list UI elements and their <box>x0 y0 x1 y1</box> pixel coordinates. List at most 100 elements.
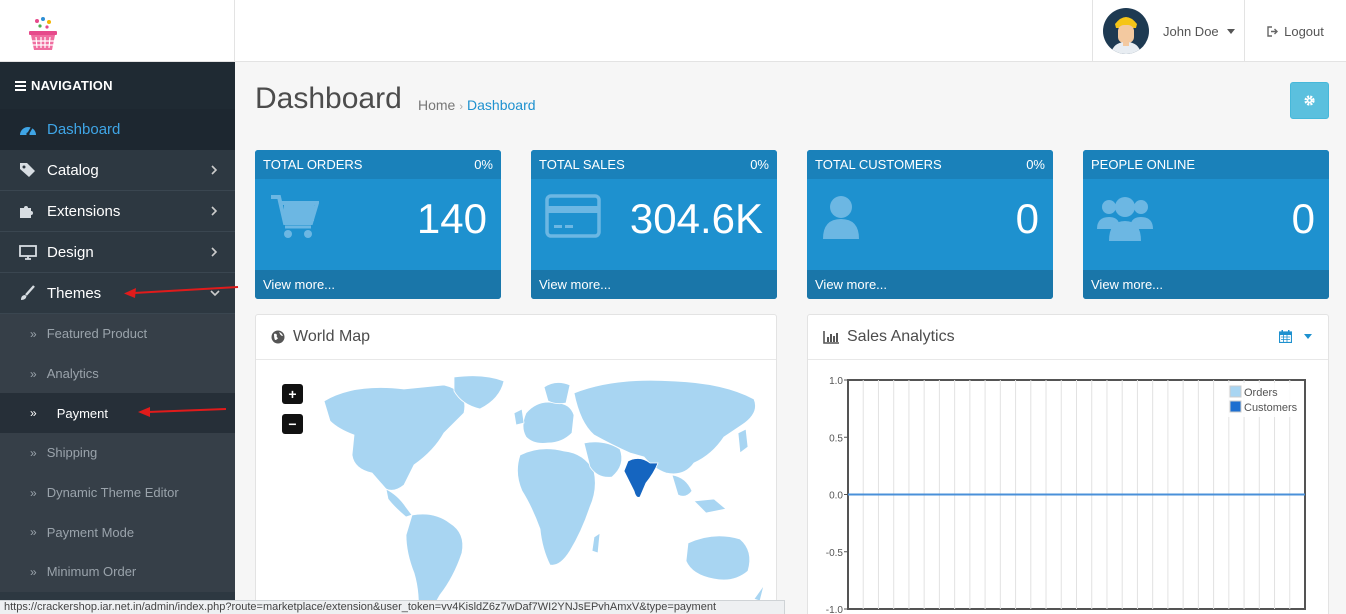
world-map-header: World Map <box>256 315 776 360</box>
sidebar-subitem-payment-mode[interactable]: » Payment Mode <box>0 512 235 552</box>
annotation-arrow-themes <box>124 286 239 298</box>
brush-icon <box>19 285 39 301</box>
chart-legend-swatch <box>1229 400 1242 413</box>
chart-y-tick-label: -0.5 <box>826 548 844 559</box>
tile-percent: 0% <box>474 157 493 172</box>
tile-total-orders: TOTAL ORDERS 0% 140 View more... <box>255 150 501 299</box>
tile-people-online: PEOPLE ONLINE 0 View more... <box>1083 150 1329 299</box>
credit-card-icon <box>545 194 601 238</box>
breadcrumb-current-link[interactable]: Dashboard <box>467 97 536 113</box>
annotation-arrow-payment <box>138 407 227 417</box>
calendar-icon <box>1279 330 1292 343</box>
sidebar-subitem-label: Analytics <box>46 366 99 382</box>
menu-bars-icon <box>15 80 26 91</box>
sidebar-subitem-analytics[interactable]: » Analytics <box>0 354 235 394</box>
double-chevron-icon: » <box>30 326 37 341</box>
double-chevron-icon: » <box>30 406 37 421</box>
double-chevron-icon: » <box>30 564 37 579</box>
settings-button[interactable] <box>1290 82 1329 119</box>
navigation-heading: NAVIGATION <box>0 62 235 109</box>
double-chevron-icon: » <box>30 525 37 540</box>
sidebar-item-label: Extensions <box>47 202 121 220</box>
user-menu[interactable]: John Doe <box>1092 0 1245 62</box>
logo[interactable] <box>0 0 235 62</box>
tile-title: PEOPLE ONLINE <box>1091 157 1196 172</box>
tile-value: 0 <box>1291 195 1315 242</box>
monitor-icon <box>19 244 39 260</box>
tile-title: TOTAL SALES <box>539 157 625 172</box>
tile-value: 0 <box>1015 195 1039 242</box>
tile-title: TOTAL ORDERS <box>263 157 363 172</box>
bar-chart-icon <box>823 330 839 344</box>
main-content: Dashboard Home › Dashboard TOTAL ORDERS 0% … <box>235 62 1346 614</box>
sidebar-subitem-label: Payment Mode <box>46 524 135 540</box>
sidebar-item-label: Dashboard <box>47 120 121 138</box>
puzzle-icon <box>19 203 39 219</box>
sidebar-subitem-label: Minimum Order <box>46 564 137 580</box>
tile-view-more-link[interactable]: View more... <box>531 270 777 299</box>
tile-total-customers: TOTAL CUSTOMERS 0% 0 View more... <box>807 150 1053 299</box>
chevron-down-icon <box>210 290 220 297</box>
tile-view-more-link[interactable]: View more... <box>807 270 1053 299</box>
page-title: Dashboard <box>255 82 402 115</box>
chevron-right-icon <box>211 247 218 257</box>
sales-chart: 1.0 0.5 0.0 -0.5 -1.0 Orders Customers <box>826 376 1306 614</box>
tile-percent: 0% <box>750 157 769 172</box>
chevron-right-icon <box>211 206 218 216</box>
world-map-title: World Map <box>293 328 371 345</box>
tile-total-sales: TOTAL SALES 0% 304.6K View more... <box>531 150 777 299</box>
navigation-heading-label: NAVIGATION <box>31 78 113 93</box>
chart-legend-swatch <box>1229 385 1242 398</box>
sidebar-item-extensions[interactable]: Extensions <box>0 191 235 232</box>
chevron-right-icon <box>211 165 218 175</box>
globe-icon <box>271 330 285 344</box>
map-country-india[interactable] <box>623 458 659 498</box>
sidebar-subitem-label: Payment <box>56 405 108 421</box>
tile-view-more-link[interactable]: View more... <box>1083 270 1329 299</box>
chart-y-tick-label: 1.0 <box>829 376 843 387</box>
sidebar-item-catalog[interactable]: Catalog <box>0 150 235 191</box>
sidebar-item-themes[interactable]: Themes <box>0 273 235 314</box>
date-range-dropdown[interactable] <box>1279 330 1312 343</box>
map-zoom-out-button[interactable]: − <box>282 414 303 434</box>
sidebar-subitem-payment[interactable]: » Payment <box>0 393 235 434</box>
tag-icon <box>19 162 39 178</box>
breadcrumb-home-link[interactable]: Home <box>418 97 456 113</box>
sidebar-item-design[interactable]: Design <box>0 232 235 273</box>
world-map[interactable] <box>294 373 764 614</box>
top-header: John Doe Logout <box>0 0 1346 62</box>
chart-y-tick-label: 0.0 <box>829 491 843 502</box>
sidebar-subitem-minimum-order[interactable]: » Minimum Order <box>0 552 235 592</box>
basket-logo-icon <box>29 17 57 50</box>
sidebar-item-label: Design <box>47 243 94 261</box>
browser-status-url: https://crackershop.iar.net.in/admin/ind… <box>0 600 785 614</box>
chart-y-tick-label: -1.0 <box>826 605 844 614</box>
tile-value: 304.6K <box>629 195 763 242</box>
sidebar-subitem-label: Shipping <box>46 445 98 461</box>
logout-label: Logout <box>1284 23 1324 39</box>
sidebar-subitem-label: Featured Product <box>46 326 148 342</box>
tile-view-more-link[interactable]: View more... <box>255 270 501 299</box>
tile-title: TOTAL CUSTOMERS <box>815 157 942 172</box>
sign-out-icon <box>1267 25 1279 37</box>
sidebar-item-dashboard[interactable]: Dashboard <box>0 109 235 150</box>
chevron-down-icon <box>1226 28 1235 34</box>
chevron-down-icon <box>1304 334 1312 339</box>
tile-percent: 0% <box>1026 157 1045 172</box>
double-chevron-icon: » <box>30 485 37 500</box>
gear-icon <box>1304 95 1315 106</box>
dashboard-icon <box>19 122 39 136</box>
cart-icon <box>271 195 319 238</box>
chart-legend-label: Orders <box>1244 387 1278 399</box>
world-map-panel: World Map + − <box>255 314 777 614</box>
sidebar-subitem-shipping[interactable]: » Shipping <box>0 433 235 473</box>
logout-button[interactable]: Logout <box>1245 0 1346 62</box>
tile-value: 140 <box>416 195 487 242</box>
avatar <box>1103 8 1149 54</box>
sales-analytics-header: Sales Analytics <box>808 315 1328 360</box>
breadcrumb: Home › Dashboard <box>418 97 536 113</box>
sidebar-subitem-dynamic-theme-editor[interactable]: » Dynamic Theme Editor <box>0 473 235 513</box>
map-zoom-in-button[interactable]: + <box>282 384 303 404</box>
sidebar-subitem-featured-product[interactable]: » Featured Product <box>0 314 235 354</box>
chart-legend-label: Customers <box>1244 402 1298 414</box>
